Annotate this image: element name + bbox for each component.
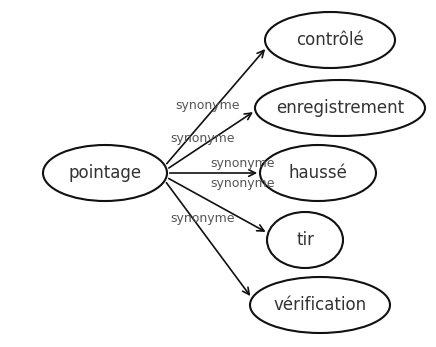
Ellipse shape: [43, 145, 167, 201]
Text: vérification: vérification: [273, 296, 367, 314]
Ellipse shape: [250, 277, 390, 333]
Text: enregistrement: enregistrement: [276, 99, 404, 117]
Ellipse shape: [267, 212, 343, 268]
Text: synonyme: synonyme: [170, 132, 235, 144]
Text: synonyme: synonyme: [175, 99, 239, 111]
Text: pointage: pointage: [68, 164, 142, 182]
Text: synonyme: synonyme: [170, 212, 235, 225]
Text: contrôlé: contrôlé: [296, 31, 364, 49]
Text: synonyme: synonyme: [210, 177, 275, 189]
Ellipse shape: [260, 145, 376, 201]
Ellipse shape: [255, 80, 425, 136]
Ellipse shape: [265, 12, 395, 68]
Text: tir: tir: [296, 231, 314, 249]
Text: haussé: haussé: [289, 164, 347, 182]
Text: synonyme: synonyme: [210, 156, 275, 169]
